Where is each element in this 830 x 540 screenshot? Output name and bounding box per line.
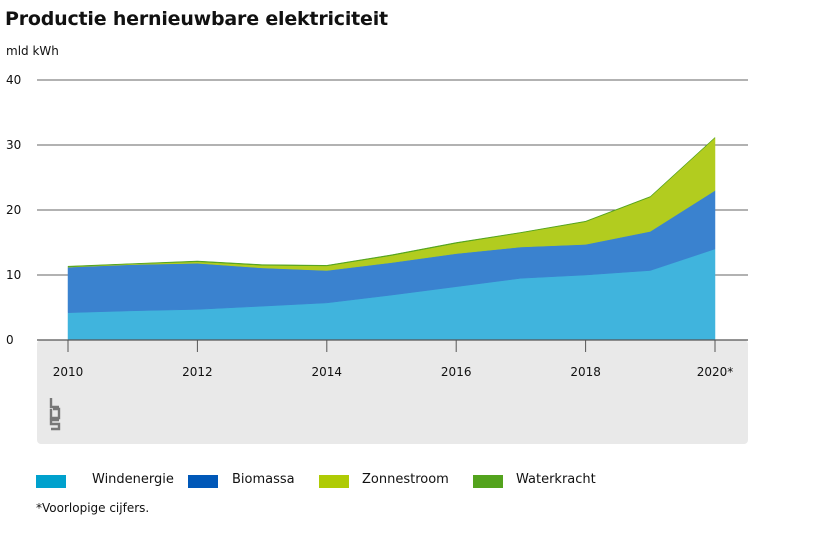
x-tick-label: 2014 bbox=[312, 365, 343, 379]
footnote: *Voorlopige cijfers. bbox=[36, 501, 150, 515]
legend-label-windenergie: Windenergie bbox=[92, 472, 174, 487]
chart-legend: Windenergie Biomassa Zonnestroom Waterkr… bbox=[36, 472, 796, 490]
legend-swatch-waterkracht bbox=[473, 475, 503, 488]
legend-label-biomassa: Biomassa bbox=[232, 472, 295, 487]
cbs-logo-icon bbox=[48, 395, 74, 435]
legend-swatch-windenergie bbox=[36, 475, 66, 488]
x-tick-label: 2010 bbox=[53, 365, 84, 379]
x-tick-label: 2016 bbox=[441, 365, 472, 379]
chart-title: Productie hernieuwbare elektriciteit bbox=[5, 8, 388, 30]
x-tick-label: 2018 bbox=[570, 365, 601, 379]
y-tick-label: 30 bbox=[6, 138, 21, 152]
x-axis-band bbox=[37, 340, 748, 444]
legend-swatch-zonnestroom bbox=[319, 475, 349, 488]
y-axis-unit-label: mld kWh bbox=[6, 44, 59, 58]
legend-swatch-biomassa bbox=[188, 475, 218, 488]
area-waterkracht bbox=[67, 136, 716, 268]
x-tick-label: 2012 bbox=[182, 365, 213, 379]
legend-label-waterkracht: Waterkracht bbox=[516, 472, 596, 487]
legend-label-zonnestroom: Zonnestroom bbox=[362, 472, 449, 487]
y-tick-label: 20 bbox=[6, 203, 21, 217]
chart-area: 0 10 20 30 40 2010 2012 2014 2016 2018 2020* bbox=[6, 73, 748, 444]
y-tick-label: 10 bbox=[6, 268, 21, 282]
y-tick-label: 40 bbox=[6, 73, 21, 87]
y-tick-label: 0 bbox=[6, 333, 14, 347]
x-tick-label: 2020* bbox=[697, 365, 734, 379]
